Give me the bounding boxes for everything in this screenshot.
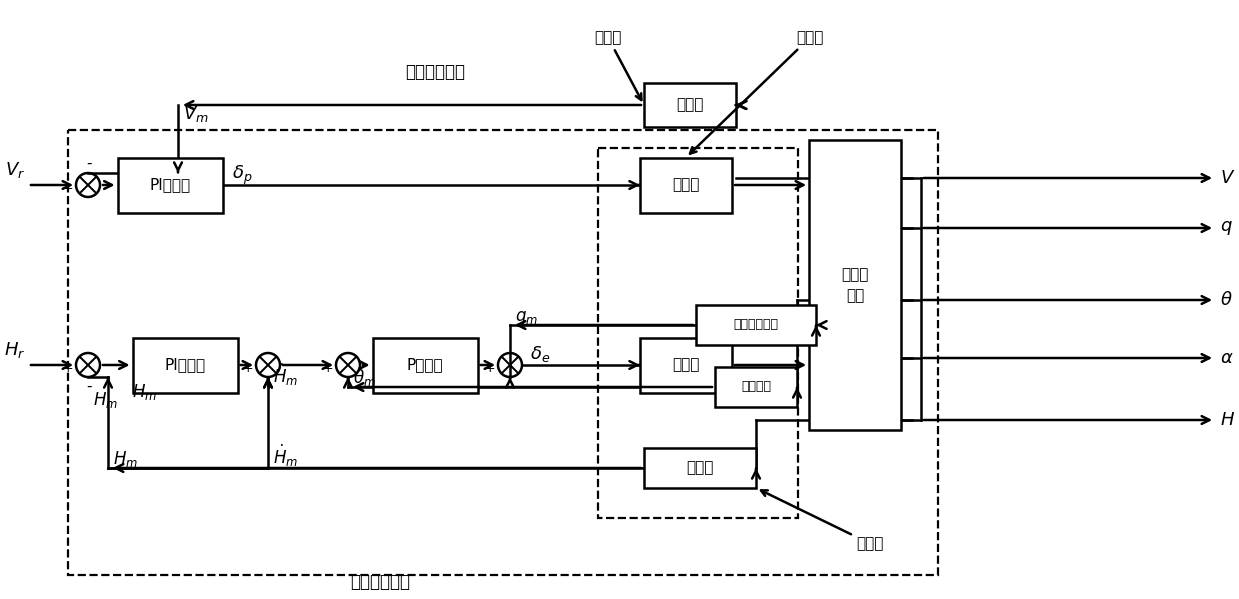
Text: $\dot{H}_m$: $\dot{H}_m$ <box>273 443 299 469</box>
Text: -: - <box>508 379 514 394</box>
Text: 俯仰速率陀螺: 俯仰速率陀螺 <box>733 319 778 331</box>
Bar <box>644 83 736 127</box>
Text: -: - <box>346 379 352 394</box>
Text: $\dot{H}_m$: $\dot{H}_m$ <box>273 362 299 388</box>
Text: $q$: $q$ <box>1220 219 1233 237</box>
Text: $H_r$: $H_r$ <box>4 340 25 360</box>
Text: +: + <box>322 362 333 374</box>
Bar <box>696 305 817 345</box>
Bar <box>715 367 797 407</box>
Text: P控制器: P控制器 <box>406 358 444 373</box>
Text: 速度控制回路: 速度控制回路 <box>405 63 465 81</box>
Text: -: - <box>87 156 92 171</box>
Text: $H_m$: $H_m$ <box>113 449 138 469</box>
Text: +: + <box>243 362 253 374</box>
Text: $q_m$: $q_m$ <box>515 309 538 327</box>
Bar <box>68 130 938 575</box>
Text: -: - <box>87 379 92 394</box>
Bar <box>641 158 732 213</box>
Text: 高度控制回路: 高度控制回路 <box>349 573 410 591</box>
Text: $V_m$: $V_m$ <box>183 104 208 124</box>
Bar <box>644 448 756 488</box>
Text: $\alpha$: $\alpha$ <box>1220 349 1234 367</box>
Text: -: - <box>266 379 271 394</box>
Text: $V_r$: $V_r$ <box>5 160 25 180</box>
Bar <box>641 337 732 392</box>
Text: $\theta_m$: $\theta_m$ <box>353 367 375 388</box>
Bar <box>133 337 238 392</box>
Bar <box>809 140 901 430</box>
Text: 传感器: 传感器 <box>761 491 883 551</box>
Text: 传感器: 传感器 <box>595 30 642 100</box>
Text: PI控制器: PI控制器 <box>165 358 206 373</box>
Bar <box>118 158 223 213</box>
Text: $\theta$: $\theta$ <box>1220 291 1233 309</box>
Text: +: + <box>62 181 73 195</box>
Text: $H_m$: $H_m$ <box>93 390 118 410</box>
Text: 垂直陀螺: 垂直陀螺 <box>741 380 771 394</box>
Text: 升降舵: 升降舵 <box>673 358 700 373</box>
Text: +: + <box>484 362 496 374</box>
Text: 高度表: 高度表 <box>686 461 714 476</box>
Text: 空速表: 空速表 <box>676 98 704 113</box>
Text: 执行器: 执行器 <box>690 30 824 153</box>
Text: $V$: $V$ <box>1220 169 1235 187</box>
Text: 油门杆: 油门杆 <box>673 177 700 192</box>
Bar <box>373 337 477 392</box>
Text: 无人机
系统: 无人机 系统 <box>841 267 869 303</box>
Text: $H_m$: $H_m$ <box>133 382 157 402</box>
Text: PI控制器: PI控制器 <box>150 177 191 192</box>
Text: $H$: $H$ <box>1220 411 1235 429</box>
Text: +: + <box>62 362 73 374</box>
Bar <box>598 148 798 518</box>
Text: $\delta_e$: $\delta_e$ <box>530 344 550 364</box>
Text: $\delta_p$: $\delta_p$ <box>233 164 253 187</box>
